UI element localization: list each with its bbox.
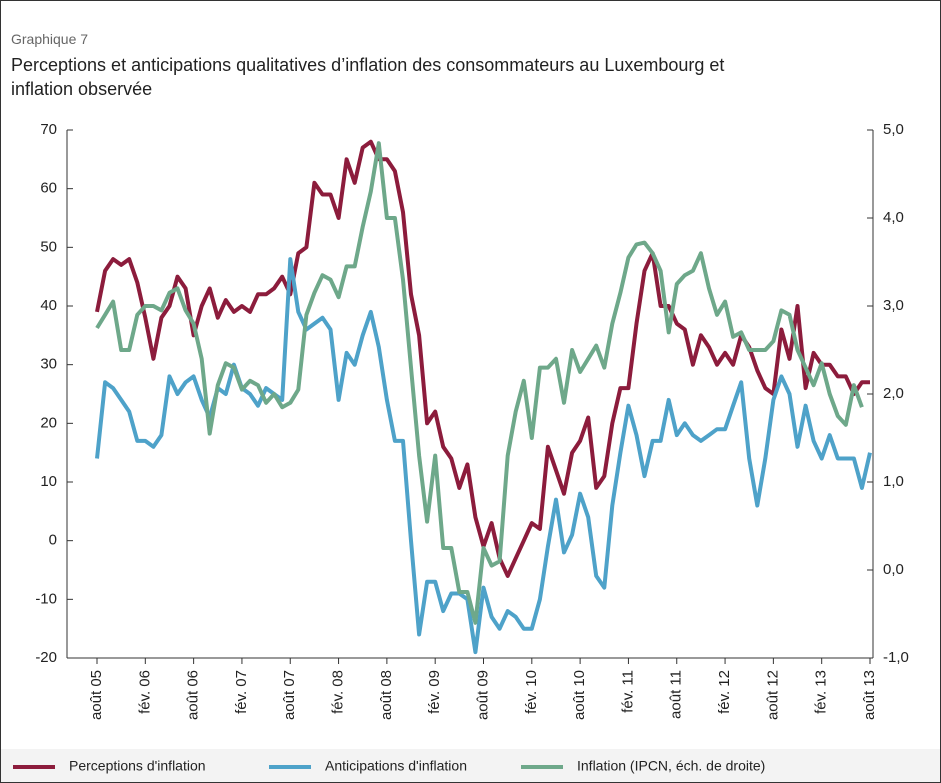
line-series xyxy=(95,141,864,625)
y2-tick-label: 5,0 xyxy=(883,121,904,138)
y2-tick-label: 3,0 xyxy=(883,297,904,314)
legend-label: Inflation (IPCN, éch. de droite) xyxy=(577,758,765,774)
x-tick-label: août 07 xyxy=(281,670,298,720)
x-tick-label: fév. 06 xyxy=(136,670,153,714)
chart-title: Perceptions et anticipations qualitative… xyxy=(11,55,725,99)
y-tick-label: 30 xyxy=(40,356,57,373)
y2-tick-label: 1,0 xyxy=(883,473,904,490)
x-tick-label: août 09 xyxy=(474,670,491,720)
x-tick-label: août 05 xyxy=(88,670,105,720)
legend-background xyxy=(1,749,940,782)
x-tick-label: août 11 xyxy=(668,670,685,719)
x-tick-label: août 08 xyxy=(378,670,395,720)
x-tick-label: août 06 xyxy=(185,670,202,720)
y-tick-label: 40 xyxy=(40,297,57,314)
y2-tick-label: -1,0 xyxy=(883,649,909,666)
x-tick-label: août 13 xyxy=(861,670,878,720)
x-tick-label: fév. 11 xyxy=(619,670,636,713)
x-tick-label: fév. 12 xyxy=(716,670,733,714)
x-tick-label: août 12 xyxy=(764,670,781,720)
x-tick-label: fév. 08 xyxy=(330,670,347,714)
y2-tick-label: 4,0 xyxy=(883,209,904,226)
y-tick-label: 0 xyxy=(49,532,57,549)
y-tick-label: -10 xyxy=(35,590,57,607)
chart-label: Graphique 7 xyxy=(11,31,89,47)
y-tick-label: 70 xyxy=(40,121,57,138)
x-tick-label: fév. 07 xyxy=(233,670,250,714)
y-tick-label: 60 xyxy=(40,180,57,197)
x-tick-label: fév. 13 xyxy=(813,670,830,714)
line-series xyxy=(95,139,870,578)
y-tick-label: 10 xyxy=(40,473,57,490)
x-tick-label: août 10 xyxy=(571,670,588,720)
y2-tick-label: 0,0 xyxy=(883,561,904,578)
y-tick-label: -20 xyxy=(35,649,57,666)
y-tick-label: 20 xyxy=(40,414,57,431)
y2-tick-label: 2,0 xyxy=(883,385,904,402)
y-tick-label: 50 xyxy=(40,238,57,255)
line-series xyxy=(95,257,872,655)
legend-label: Anticipations d'inflation xyxy=(325,758,467,774)
legend-label: Perceptions d'inflation xyxy=(69,758,206,774)
x-tick-label: fév. 09 xyxy=(426,670,443,714)
x-tick-label: fév. 10 xyxy=(523,670,540,714)
